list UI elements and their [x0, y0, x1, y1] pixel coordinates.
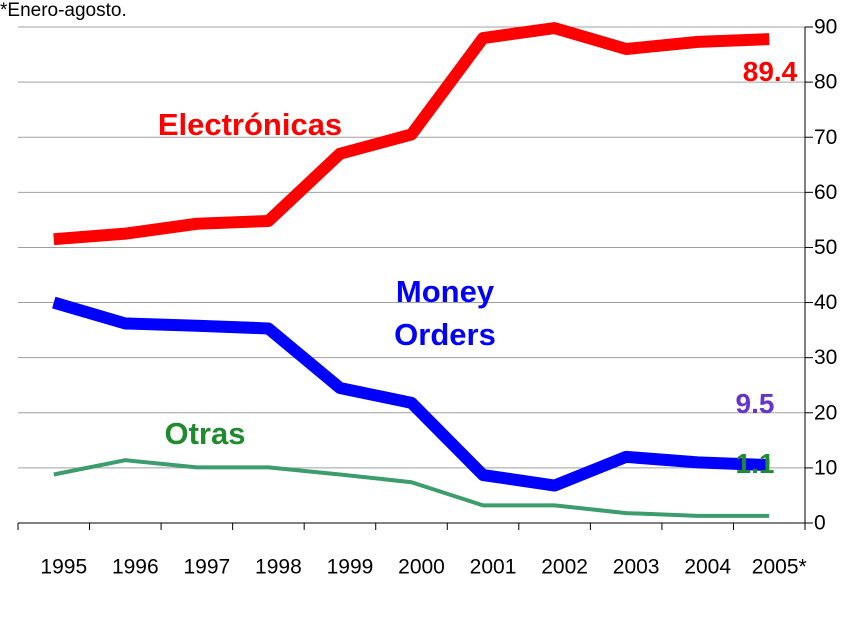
y-tick-label: 20	[814, 401, 837, 424]
x-tick-label: 1997	[184, 556, 231, 579]
x-tick-label: 2002	[541, 556, 588, 579]
x-tick-label: 1998	[255, 556, 302, 579]
y-tick-label: 60	[814, 181, 837, 204]
x-tick-label: 2004	[684, 556, 731, 579]
x-tick-label: 2001	[470, 556, 517, 579]
annotation: 9.5	[735, 388, 775, 419]
y-tick-label: 40	[814, 291, 837, 314]
series-label: Electrónicas	[157, 107, 343, 142]
annotation: 89.4	[742, 56, 798, 87]
x-tick-label: 2005*	[752, 556, 807, 579]
series-line	[52, 296, 770, 492]
x-tick-label: 2003	[613, 556, 660, 579]
series-line	[53, 458, 770, 518]
series-label: Otras	[164, 416, 246, 451]
series-line	[53, 22, 770, 246]
y-tick-label: 50	[814, 236, 837, 259]
annotation: 1.1	[735, 448, 775, 479]
footnote: *Enero-agosto.	[0, 0, 127, 21]
y-tick-label: 10	[814, 456, 837, 479]
x-tick-label: 2000	[398, 556, 445, 579]
y-tick-label: 30	[814, 346, 837, 369]
x-tick-label: 1995	[40, 556, 87, 579]
y-tick-label: 80	[814, 71, 837, 94]
y-tick-label: 90	[814, 16, 837, 39]
y-tick-label: 70	[814, 126, 837, 149]
x-tick-label: 1999	[327, 556, 374, 579]
x-tick-label: 1996	[112, 556, 159, 579]
series-label: Money Orders	[394, 274, 496, 352]
y-tick-label: 0	[814, 512, 826, 535]
